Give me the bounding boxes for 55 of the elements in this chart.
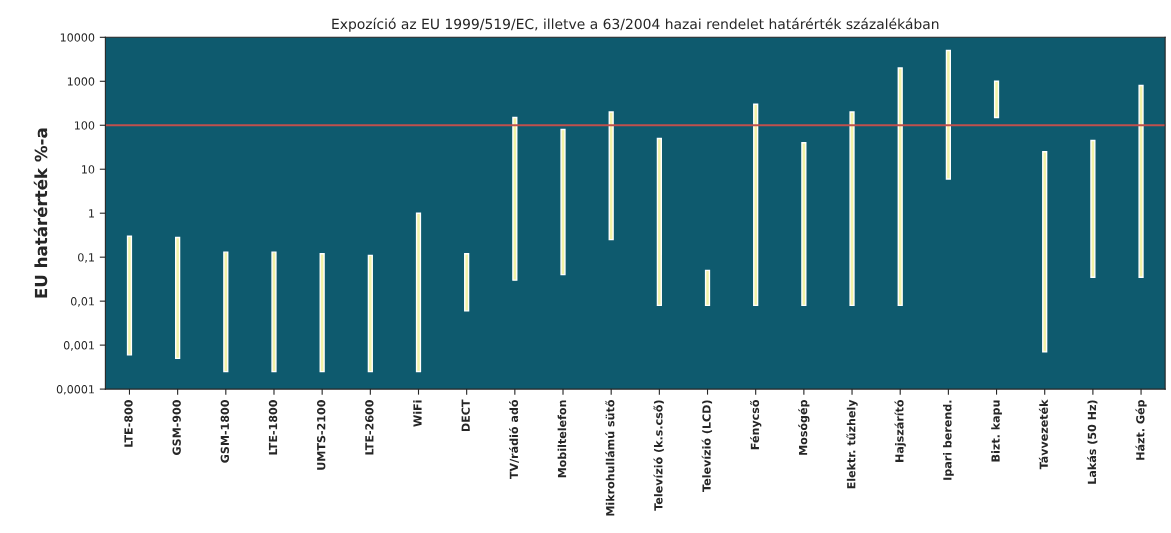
x-tick-label: Televízió (LCD)	[701, 400, 713, 492]
x-tick-label: Elektr. tűzhely	[846, 399, 858, 489]
x-tick-label: Mikrohullámú sütő	[605, 399, 615, 516]
y-tick-label: 1	[89, 209, 94, 218]
bar	[415, 212, 422, 373]
x-tick-label: Ipari berend.	[943, 400, 954, 480]
x-tick-label: GSM-1800	[220, 400, 230, 463]
bar	[753, 103, 759, 307]
x-tick-label: Lakás (50 Hz)	[1087, 400, 1098, 484]
x-tick-label: Mobiltelefon	[557, 400, 567, 478]
x-tick-label: Mosógép	[798, 400, 810, 455]
bar	[608, 111, 614, 241]
x-tick-label: WiFi	[413, 400, 422, 427]
y-tick-label: 0,1	[78, 253, 94, 263]
bar	[175, 236, 181, 360]
y-axis-title: EU határérték %-a	[33, 128, 48, 298]
bar	[512, 116, 518, 281]
bar	[1138, 84, 1144, 278]
bar	[897, 67, 903, 307]
bar	[319, 252, 325, 373]
x-tick-label: UMTS-2100	[316, 400, 326, 470]
bar	[271, 251, 277, 373]
x-tick-label: Bizt. kapu	[991, 400, 1002, 462]
bar	[560, 128, 566, 276]
y-tick-label: 10	[82, 165, 95, 174]
x-tick-label: LTE-800	[124, 400, 133, 447]
bar	[801, 142, 807, 307]
bar	[367, 254, 373, 373]
y-tick-label: 1000	[67, 77, 95, 86]
y-tick-label: 100	[74, 121, 95, 130]
x-tick-label: GSM-900	[172, 400, 181, 455]
bar	[464, 252, 470, 312]
bar	[223, 251, 229, 373]
x-tick-label: TV/rádió adó	[509, 399, 519, 480]
x-tick-label: Fénycső	[750, 399, 762, 450]
bar	[993, 80, 1000, 119]
y-tick-label: 0,0001	[56, 385, 94, 395]
x-tick-label: DECT	[461, 399, 470, 432]
bar	[1090, 139, 1096, 278]
y-tick-label: 0,001	[63, 341, 94, 351]
x-tick-label: LTE-1800	[268, 400, 278, 455]
chart-title: Expozíció az EU 1999/519/EC, illetve a 63/2004 hazai rendelet határérték százalékában	[332, 17, 939, 32]
x-tick-label: Házt. Gép	[1135, 400, 1147, 460]
bar	[849, 111, 855, 307]
x-tick-label: Távvezeték	[1038, 399, 1048, 470]
bar	[1042, 151, 1048, 353]
bar	[945, 49, 951, 180]
bar	[704, 269, 711, 307]
y-tick-label: 0,01	[70, 297, 94, 307]
x-tick-label: Televízió (k.s.cső)	[653, 400, 664, 511]
x-tick-label: Hajszárító	[894, 399, 906, 462]
x-tick-label: LTE-2600	[365, 400, 374, 455]
bar	[126, 235, 133, 356]
y-tick-label: 10000	[60, 33, 95, 42]
bar	[656, 137, 662, 307]
